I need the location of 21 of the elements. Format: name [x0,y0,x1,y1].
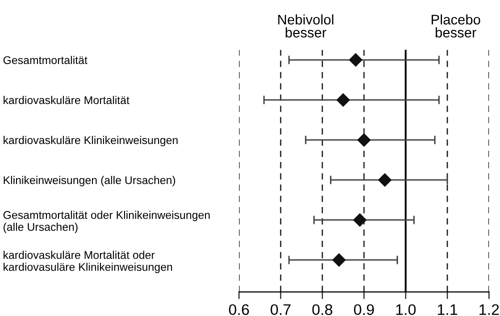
y-tick-label: Gesamtmortalität oder Klinikeinweisungen (alle Ursachen) [3,210,210,234]
x-tick-label: 1.0 [396,304,416,316]
x-tick-label: 0.6 [228,304,249,316]
y-tick-label: kardiovaskuläre Mortalität [4,96,130,104]
y-tick-label: kardiovaskuläre Klinikeinweisungen [4,136,178,146]
x-tick-label: 1.1 [438,304,458,315]
y-tick-label: kardiovaskuläre Mortalität oder kardiovasuläre Klinikeinweisungen [4,250,172,274]
x-tick-label: 1.2 [480,304,499,315]
point [353,213,366,227]
point [336,93,350,107]
point [349,53,362,67]
y-tick-label: Klinikeinweisungen (alle Ursachen) [4,176,176,186]
x-tick-label: 0.7 [270,304,291,316]
point [378,173,392,187]
x-tick-label: 0.9 [354,304,374,316]
y-tick-label: Gesamtmortalität [3,56,88,64]
x-tick-label: 0.8 [312,304,332,316]
text: Placebo besser [432,14,480,38]
point [332,253,346,267]
text: Nebivolol besser [278,14,334,38]
point [357,133,371,147]
